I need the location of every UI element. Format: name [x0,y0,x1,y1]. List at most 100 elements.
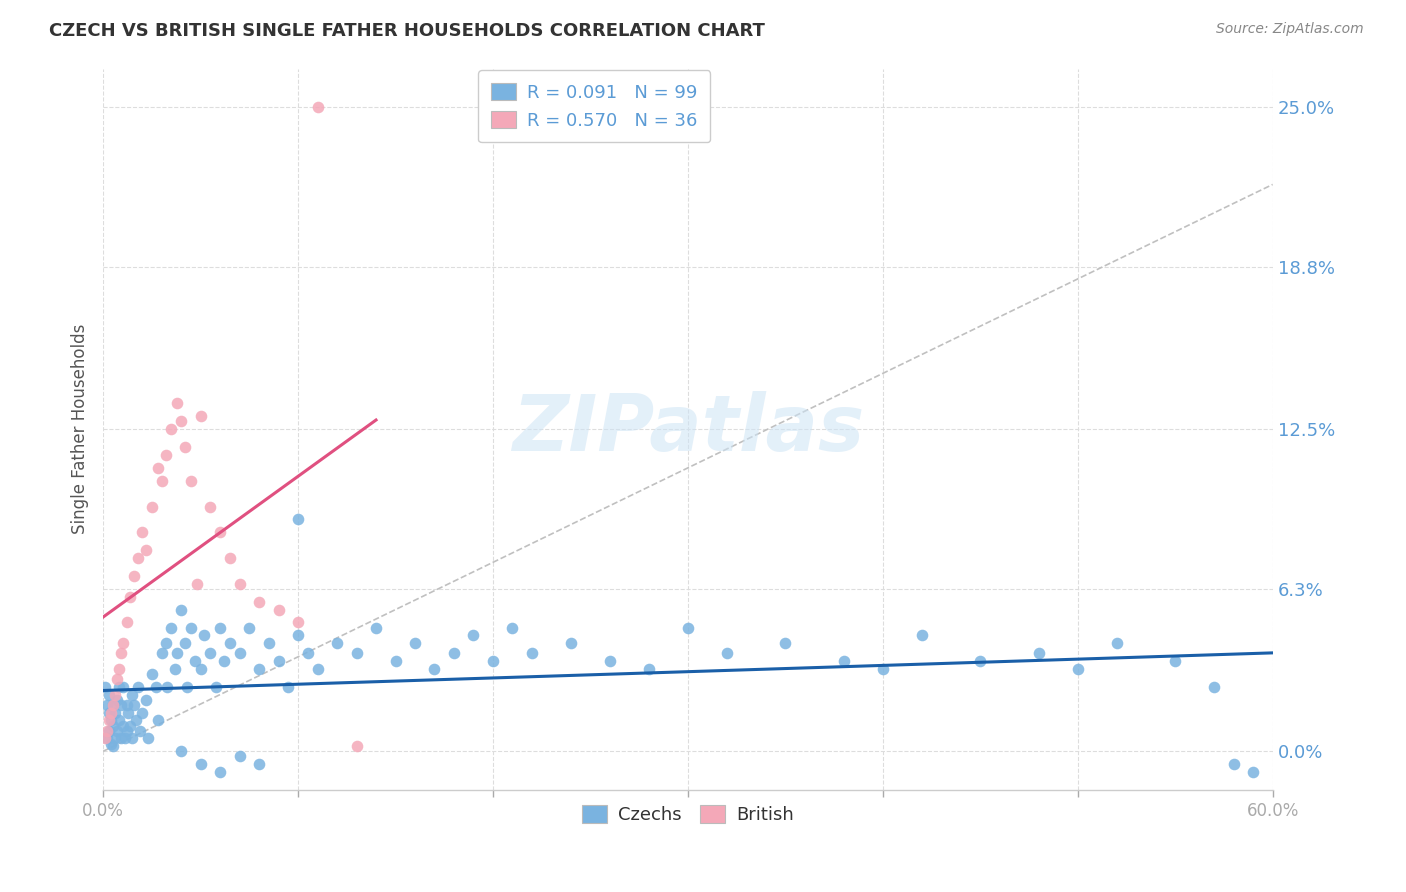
Point [170,602,193,616]
Point [141,500,163,514]
Point [599,654,621,668]
Point [247,662,270,676]
Point [384,654,406,668]
Point [146,461,169,475]
Point [228,749,250,764]
Point [104,688,127,702]
Point [443,646,465,660]
Point [307,100,329,114]
Point [247,595,270,609]
Point [209,764,232,779]
Point [94,731,117,746]
Point [423,662,446,676]
Y-axis label: Single Father Households: Single Father Households [72,324,89,534]
Point [165,662,187,676]
Point [346,739,368,753]
Point [184,654,207,668]
Point [404,636,426,650]
Point [131,706,153,720]
Point [100,737,122,751]
Point [110,698,132,712]
Point [267,654,290,668]
Point [160,422,183,436]
Point [190,757,212,772]
Point [111,680,134,694]
Point [307,662,329,676]
Point [105,692,128,706]
Point [1222,757,1244,772]
Point [115,615,138,630]
Point [676,621,699,635]
Point [200,500,222,514]
Point [212,654,235,668]
Point [111,636,134,650]
Text: ZIPatlas: ZIPatlas [512,392,865,467]
Point [101,698,124,712]
Point [125,714,148,728]
Point [501,621,523,635]
Point [150,646,173,660]
Point [170,415,193,429]
Point [96,698,118,712]
Point [180,474,202,488]
Text: Source: ZipAtlas.com: Source: ZipAtlas.com [1216,22,1364,37]
Point [120,590,142,604]
Point [911,628,934,642]
Point [135,543,157,558]
Point [136,731,159,746]
Point [190,662,212,676]
Point [121,688,143,702]
Point [131,525,153,540]
Point [121,731,143,746]
Point [101,739,124,753]
Point [155,448,177,462]
Point [105,723,128,738]
Point [287,628,309,642]
Point [1067,662,1090,676]
Point [209,621,232,635]
Point [105,672,128,686]
Point [228,646,250,660]
Point [1028,646,1050,660]
Point [267,602,290,616]
Point [228,576,250,591]
Point [218,551,240,566]
Point [101,718,124,732]
Point [135,692,157,706]
Point [115,698,138,712]
Point [104,706,127,720]
Point [98,688,121,702]
Point [155,636,177,650]
Point [141,667,163,681]
Point [969,654,991,668]
Point [129,723,152,738]
Point [872,662,894,676]
Point [107,662,129,676]
Point [107,680,129,694]
Point [117,706,139,720]
Point [200,646,222,660]
Point [107,714,129,728]
Point [1164,654,1187,668]
Point [145,680,167,694]
Point [176,680,198,694]
Point [110,731,132,746]
Point [174,636,197,650]
Point [156,680,179,694]
Point [716,646,738,660]
Point [775,636,797,650]
Point [297,646,319,660]
Point [98,706,121,720]
Point [190,409,212,424]
Point [146,714,169,728]
Point [104,731,127,746]
Point [100,706,122,720]
Point [98,723,121,738]
Point [127,551,149,566]
Text: CZECH VS BRITISH SINGLE FATHER HOUSEHOLDS CORRELATION CHART: CZECH VS BRITISH SINGLE FATHER HOUSEHOLD… [49,22,765,40]
Point [111,718,134,732]
Point [832,654,855,668]
Point [166,646,188,660]
Point [127,680,149,694]
Point [205,680,228,694]
